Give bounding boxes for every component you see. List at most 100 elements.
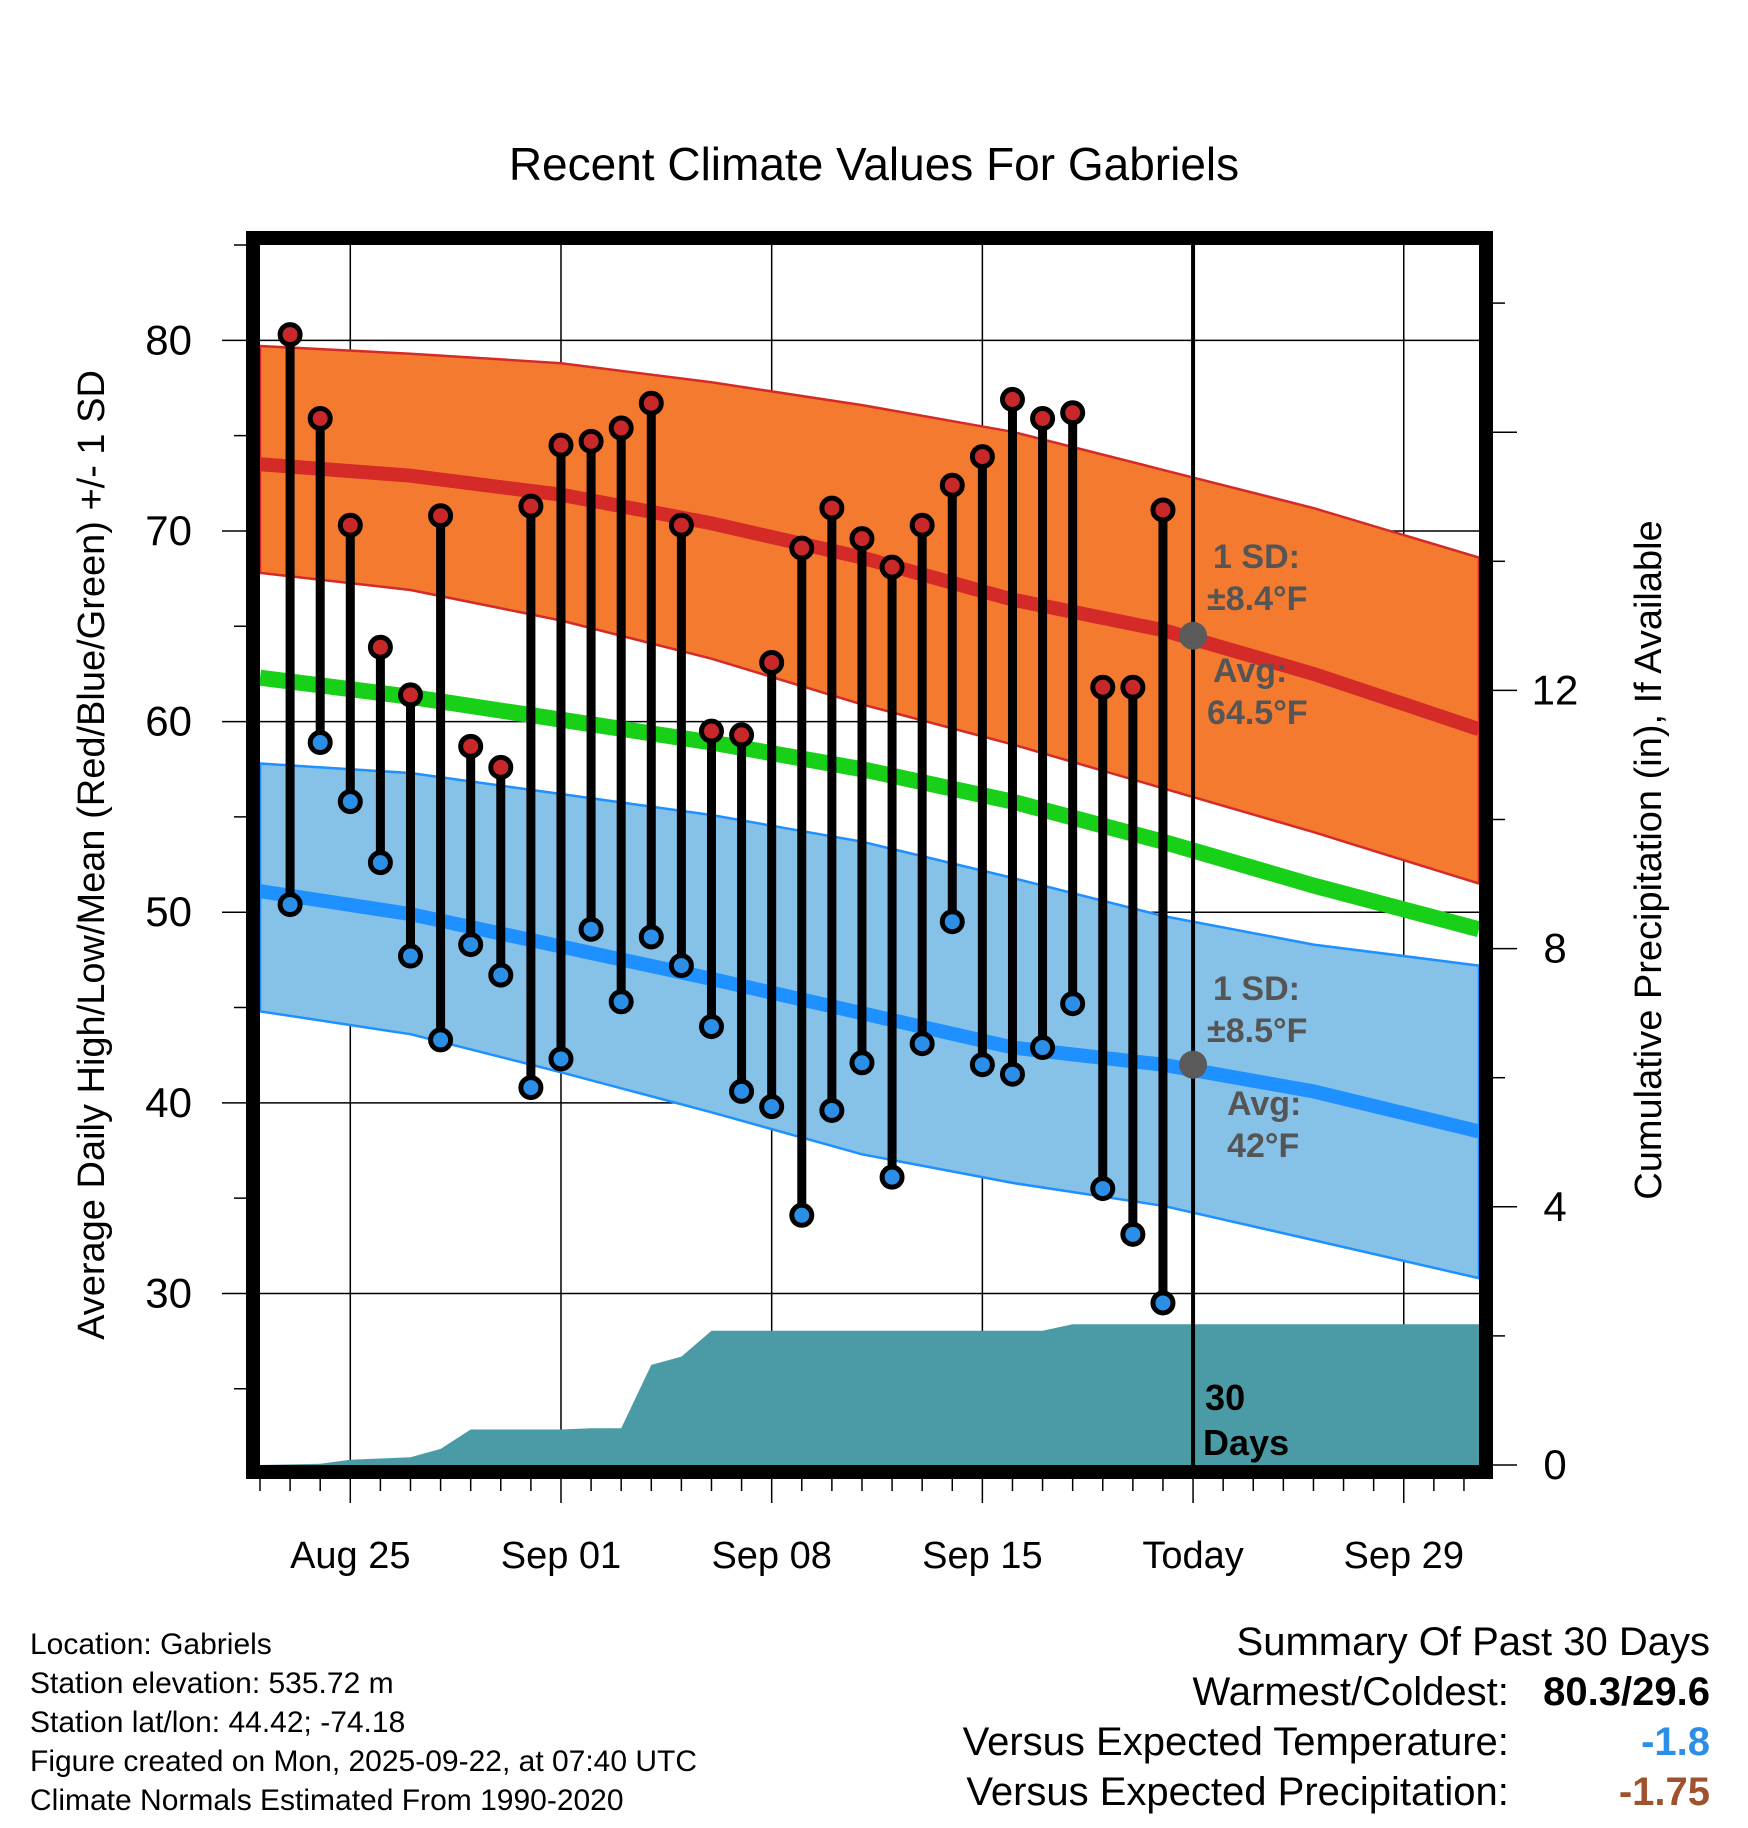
daily-low-point (939, 909, 965, 935)
daily-high-point (548, 432, 574, 458)
daily-high-point (397, 682, 423, 708)
daily-high-point (608, 415, 634, 441)
daily-high-point (668, 512, 694, 538)
climate-chart: Recent Climate Values For Gabriels 30405… (71, 138, 1670, 1600)
daily-low-point (1060, 991, 1086, 1017)
daily-high-point (729, 722, 755, 748)
daily-high-point (337, 512, 363, 538)
y2-tick-label: 0 (1543, 1441, 1566, 1488)
high-avg-marker (1179, 621, 1208, 650)
plot-frame (246, 231, 1493, 1479)
daily-low-point (1030, 1035, 1056, 1061)
precip-vs-expected-value: -1.75 (1618, 1770, 1710, 1814)
y2-tick-label: 12 (1532, 666, 1579, 713)
plot-area (260, 245, 1479, 1465)
daily-low-point (879, 1164, 905, 1190)
daily-high-point (759, 649, 785, 675)
daily-high-point (638, 390, 664, 416)
daily-low-point (608, 989, 634, 1015)
daily-low-point (909, 1031, 935, 1057)
y-tick-label: 50 (145, 888, 192, 935)
x-tick-label: Sep 08 (711, 1535, 831, 1577)
daily-low-point (397, 943, 423, 969)
axes: 30 40 50 60 70 80 0 4 8 12 Aug 25 Sep 01 Sep 08 Sep 1… (71, 231, 1670, 1600)
x-tick-label: Sep 29 (1344, 1535, 1464, 1577)
high-avg-value: 64.5°F (1207, 694, 1308, 732)
x-axis-title: Day (840, 1597, 908, 1600)
daily-high-point (1030, 405, 1056, 431)
window-days-number: 30 (1205, 1377, 1245, 1418)
elevation-text: Station elevation: 535.72 m (30, 1667, 394, 1700)
daily-low-point (849, 1050, 875, 1076)
chart-title: Recent Climate Values For Gabriels (509, 138, 1239, 190)
daily-high-point (307, 405, 333, 431)
low-avg-label: Avg: (1227, 1085, 1301, 1123)
summary-title: Summary Of Past 30 Days (1236, 1620, 1710, 1664)
daily-high-point (819, 495, 845, 521)
y-tick-label: 40 (145, 1079, 192, 1126)
daily-high-point (1060, 400, 1086, 426)
y2-tick-label: 8 (1543, 925, 1566, 972)
daily-high-point (879, 554, 905, 580)
summary-warm-cold: Warmest/Coldest: 80.3/29.6 (963, 1667, 1711, 1717)
daily-high-point (939, 472, 965, 498)
daily-low-point (638, 924, 664, 950)
normals-text: Climate Normals Estimated From 1990-2020 (30, 1784, 624, 1817)
daily-low-point (1120, 1221, 1146, 1247)
y-tick-label: 80 (145, 316, 192, 363)
daily-high-point (428, 503, 454, 529)
warm-cold-label: Warmest/Coldest: (1192, 1670, 1509, 1714)
daily-low-point (518, 1075, 544, 1101)
y-tick-label: 60 (145, 698, 192, 745)
daily-low-point (337, 789, 363, 815)
precip-vs-expected-label: Versus Expected Precipitation: (966, 1770, 1509, 1814)
low-avg-marker (1179, 1050, 1208, 1079)
daily-high-point (578, 428, 604, 454)
warm-cold-value: 80.3/29.6 (1543, 1670, 1710, 1714)
daily-low-point (458, 932, 484, 958)
high-sd-label: 1 SD: (1213, 538, 1300, 576)
precipitation-area (260, 1324, 1479, 1465)
temp-vs-expected-label: Versus Expected Temperature: (962, 1720, 1509, 1764)
daily-high-point (518, 493, 544, 519)
latlon-text: Station lat/lon: 44.42; -74.18 (30, 1706, 406, 1739)
daily-high-point (849, 526, 875, 552)
daily-low-point (1150, 1290, 1176, 1316)
y-tick-label: 30 (145, 1269, 192, 1316)
daily-high-point (789, 535, 815, 561)
daily-low-point (367, 850, 393, 876)
daily-low-point (999, 1061, 1025, 1087)
daily-low-point (428, 1027, 454, 1053)
summary-precip: Versus Expected Precipitation: -1.75 (963, 1767, 1710, 1817)
daily-high-point (488, 754, 514, 780)
daily-high-point (999, 386, 1025, 412)
station-info: Location: Gabriels Station elevation: 53… (30, 1625, 697, 1820)
x-tick-label: Sep 01 (501, 1535, 621, 1577)
low-avg-value: 42°F (1227, 1127, 1299, 1165)
summary-panel: Summary Of Past 30 Days Warmest/Coldest:… (963, 1617, 1710, 1817)
daily-high-point (1090, 674, 1116, 700)
low-sd-label: 1 SD: (1213, 970, 1300, 1008)
daily-high-point (277, 322, 303, 348)
y2-axis-title: Cumulative Precipitation (in), If Availa… (1628, 520, 1670, 1199)
summary-temp: Versus Expected Temperature: -1.8 (963, 1717, 1710, 1767)
high-avg-label: Avg: (1213, 652, 1287, 690)
daily-high-point (969, 444, 995, 470)
high-sd-value: ±8.4°F (1207, 580, 1307, 618)
daily-low-point (277, 892, 303, 918)
daily-low-point (488, 962, 514, 988)
daily-low-point (789, 1202, 815, 1228)
daily-low-point (578, 916, 604, 942)
low-sd-value: ±8.5°F (1207, 1012, 1307, 1050)
daily-low-point (307, 730, 333, 756)
location-text: Location: Gabriels (30, 1628, 272, 1661)
daily-high-point (1120, 674, 1146, 700)
daily-high-point (698, 718, 724, 744)
daily-low-point (548, 1046, 574, 1072)
daily-high-point (458, 733, 484, 759)
daily-low-point (729, 1078, 755, 1104)
daily-low-point (969, 1052, 995, 1078)
y2-tick-label: 4 (1543, 1183, 1566, 1230)
daily-low-point (819, 1097, 845, 1123)
daily-high-point (367, 634, 393, 660)
